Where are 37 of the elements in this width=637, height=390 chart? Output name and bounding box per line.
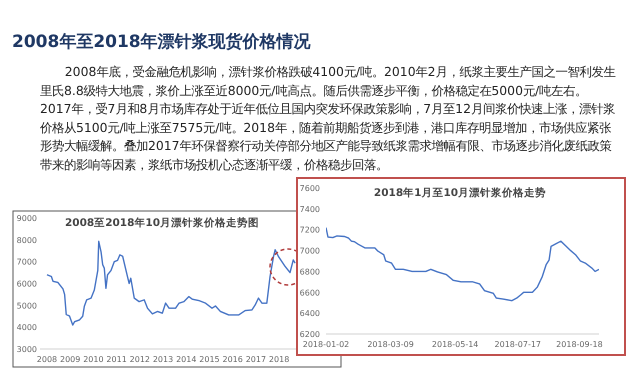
text: 2008年底，受金融危机影响，漂针浆价格跌破4100元/吨。2010年2月，纸浆主要生产国之一智利发生里氏8.8级特大地震，浆价上涨至近8000元/吨高点。随后供需逐步平衡，价格稳定在5000元/吨左右。2017年，受7月和8月市场库存处于近年低位且国内突发环保政策影响，7月至12月间浆价快速上涨，漂针浆价格从5100元/吨上涨至7575元/吨。2018年，随着前期船货逐步到港，港口库存明显增加，市场供应紧张形势大幅缓解。叠加2017年环保督察行动关停部分地区产能导致纸浆需求增幅有限、市场逐步消化废纸政策带来的影响等因素，浆纸市场投机心态逐渐平缓，价格稳步回落。 (40, 63, 616, 174)
x-tick-label: 2018-03-09 (367, 340, 414, 349)
x-tick-label: 2018 (268, 355, 290, 364)
y-tick-label: 7600 (300, 184, 320, 193)
x-tick-label: 2013 (152, 355, 174, 364)
y-tick-label: 6200 (300, 330, 320, 339)
text: 2008年至2018年漂针浆现货价格情况 (12, 31, 311, 53)
y-tick-label: 6000 (16, 280, 37, 288)
y-tick-label: 7400 (300, 204, 320, 214)
x-tick-label: 2018-09-18 (556, 340, 603, 349)
x-tick-label: 2018-07-17 (494, 340, 542, 349)
x-tick-label: 2010 (83, 355, 104, 364)
y-tick-label: 7200 (300, 226, 320, 235)
chart-title: 2008至2018年10月漂针浆价格走势图 (64, 216, 260, 229)
x-tick-label: 2012 (130, 355, 150, 364)
x-tick-label: 2018-01-02 (302, 340, 350, 349)
y-tick-label: 8000 (16, 236, 37, 245)
line-series (46, 240, 296, 326)
line-series (326, 226, 599, 302)
y-tick-label: 4000 (16, 323, 37, 332)
x-tick-label: 2011 (106, 355, 127, 364)
y-tick-label: 5000 (16, 301, 37, 310)
x-tick-label: 2008 (36, 355, 58, 364)
x-tick-label: 2014 (176, 355, 196, 364)
y-tick-label: 6800 (300, 267, 320, 276)
y-tick-label: 6400 (300, 309, 320, 318)
x-tick-label: 2009 (60, 355, 80, 364)
x-tick-label: 2015 (199, 355, 220, 364)
y-tick-label: 9000 (16, 214, 37, 223)
x-tick-label: 2017 (246, 355, 266, 364)
y-tick-label: 6600 (300, 288, 320, 298)
x-tick-label: 2016 (222, 355, 243, 364)
y-tick-label: 7000 (16, 258, 37, 267)
y-tick-label: 7000 (300, 246, 320, 256)
x-tick-label: 2018-05-14 (432, 340, 478, 349)
y-tick-label: 3000 (16, 345, 37, 354)
chart-title: 2018年1月至10月漂针浆价格走势 (374, 186, 546, 199)
